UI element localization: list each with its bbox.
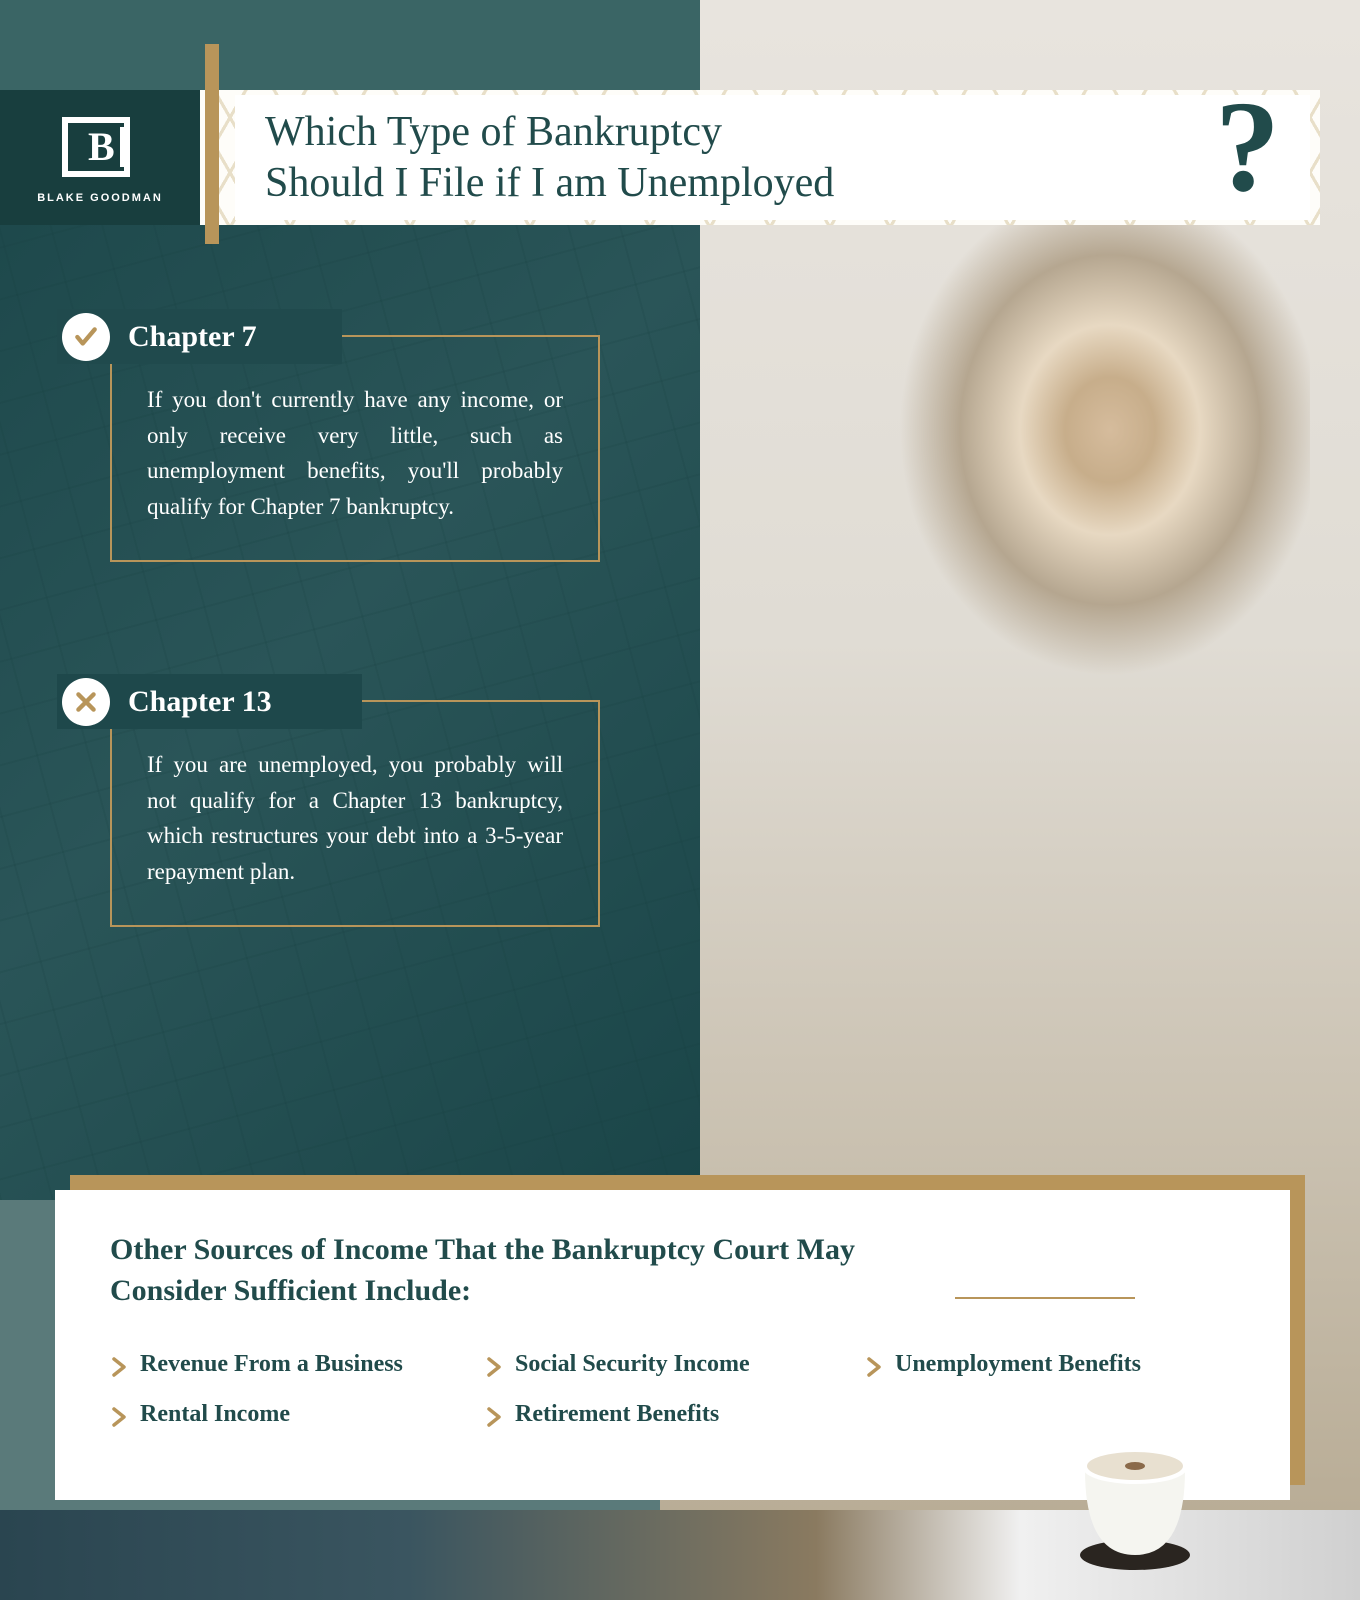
title-line-1: Which Type of Bankruptcy [265, 109, 722, 155]
chapter-13-body: If you are unemployed, you probably will… [147, 747, 563, 890]
list-item: Social Security Income [485, 1351, 845, 1379]
brand-name: BLAKE GOODMAN [37, 192, 163, 204]
chapter-13-title: Chapter 13 [128, 685, 272, 719]
item-label: Social Security Income [515, 1351, 750, 1378]
chapter-7-body: If you don't currently have any income, … [147, 382, 563, 525]
list-item: Revenue From a Business [110, 1351, 465, 1379]
infographic-canvas: B BLAKE GOODMAN Which Type of Bankruptcy… [0, 0, 1360, 1600]
brand-logo-block: B BLAKE GOODMAN [0, 90, 200, 225]
chapter-7-card: Chapter 7 If you don't currently have an… [110, 335, 600, 562]
question-mark-icon: ? [1215, 102, 1280, 193]
income-sources-list: Revenue From a Business Social Security … [110, 1351, 1235, 1429]
chevron-right-icon [485, 1405, 503, 1429]
svg-text:B: B [88, 124, 115, 169]
chapter-7-title: Chapter 7 [128, 320, 257, 354]
chevron-right-icon [865, 1355, 883, 1379]
item-label: Unemployment Benefits [895, 1351, 1141, 1378]
cross-icon [62, 678, 110, 726]
chevron-right-icon [110, 1405, 128, 1429]
item-label: Rental Income [140, 1401, 290, 1428]
page-title: Which Type of Bankruptcy Should I File i… [265, 107, 1195, 208]
chevron-right-icon [110, 1355, 128, 1379]
gold-accent-bar [205, 44, 219, 244]
bottom-title-row: Other Sources of Income That the Bankrup… [110, 1230, 1235, 1311]
brand-logo-icon: B [60, 112, 140, 182]
check-icon [62, 313, 110, 361]
income-sources-title: Other Sources of Income That the Bankrup… [110, 1230, 930, 1311]
title-divider [955, 1297, 1135, 1300]
item-label: Retirement Benefits [515, 1401, 719, 1428]
chevron-right-icon [485, 1355, 503, 1379]
item-label: Revenue From a Business [140, 1351, 403, 1378]
chapter-13-card: Chapter 13 If you are unemployed, you pr… [110, 700, 600, 927]
list-item: Retirement Benefits [485, 1401, 845, 1429]
chapter-13-header: Chapter 13 [62, 678, 292, 726]
coffee-cup-graphic [1070, 1410, 1200, 1570]
top-band [0, 0, 700, 90]
title-line-2: Should I File if I am Unemployed [265, 160, 834, 206]
list-item: Rental Income [110, 1401, 465, 1429]
title-box: Which Type of Bankruptcy Should I File i… [235, 95, 1310, 220]
chapter-7-header: Chapter 7 [62, 313, 277, 361]
